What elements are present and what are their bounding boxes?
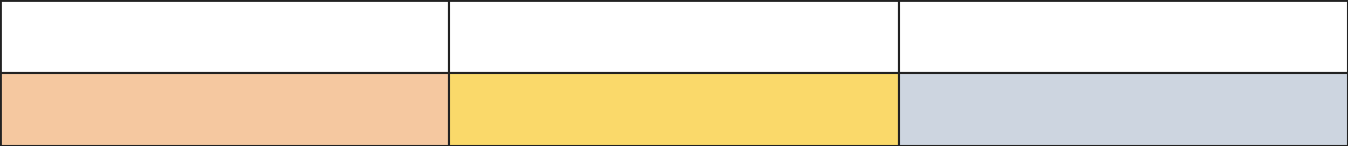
Text: Length of time: Length of time bbox=[918, 27, 1084, 46]
Text: Campus-wide: Campus-wide bbox=[19, 100, 156, 119]
Text: Day: Day bbox=[918, 100, 957, 119]
Bar bbox=[899, 0, 1348, 73]
Text: Acuteness of impact: Acuteness of impact bbox=[468, 27, 696, 46]
Bar bbox=[0, 0, 449, 73]
Text: Reach of impact: Reach of impact bbox=[19, 27, 202, 46]
Text: Makes teaching impossible: Makes teaching impossible bbox=[468, 100, 745, 119]
Bar bbox=[449, 73, 899, 146]
Bar bbox=[0, 73, 449, 146]
Bar bbox=[899, 73, 1348, 146]
Bar bbox=[449, 0, 899, 73]
